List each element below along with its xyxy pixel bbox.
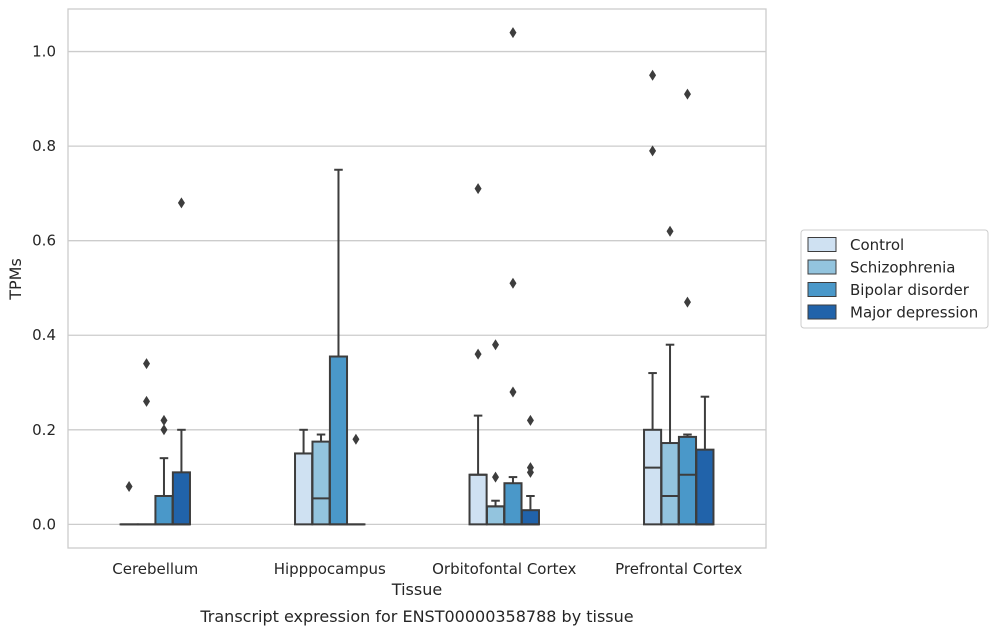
x-tick-label: Hipppocampus bbox=[274, 560, 386, 578]
outlier-point bbox=[509, 277, 517, 289]
y-tick-label: 0.2 bbox=[32, 421, 56, 439]
box-body bbox=[643, 428, 663, 526]
outlier-point bbox=[474, 348, 482, 360]
legend-label: Control bbox=[850, 236, 904, 254]
outlier-point bbox=[526, 462, 534, 474]
legend-swatch bbox=[807, 237, 837, 252]
legend-label: Bipolar disorder bbox=[850, 281, 970, 299]
box-2-1 bbox=[485, 339, 506, 526]
outlier-point bbox=[143, 395, 151, 407]
outlier-point bbox=[683, 88, 691, 100]
legend-label: Schizophrenia bbox=[850, 259, 955, 277]
box-3-0 bbox=[643, 69, 663, 526]
outlier-point bbox=[474, 183, 482, 195]
outlier-point bbox=[125, 481, 133, 493]
box-body bbox=[660, 442, 680, 526]
outlier-point bbox=[526, 414, 534, 426]
x-axis-label: Tissue bbox=[391, 580, 442, 599]
y-tick-label: 0.6 bbox=[32, 232, 56, 250]
x-axis-ticks: Cerebellum Hipppocampus Orbitofontal Corte… bbox=[112, 560, 742, 578]
x-tick-label: Prefrontal Cortex bbox=[615, 560, 742, 578]
plot-frame bbox=[67, 8, 767, 549]
legend: Control Schizophrenia Bipolar disorder Majo… bbox=[800, 229, 989, 329]
outlier-point bbox=[492, 339, 500, 351]
legend-frame bbox=[800, 229, 989, 329]
y-tick-label: 0.4 bbox=[32, 326, 56, 344]
box-1-1 bbox=[311, 433, 331, 526]
box-body bbox=[503, 482, 523, 526]
outlier-point bbox=[492, 471, 500, 483]
y-tick-label: 0.0 bbox=[32, 515, 56, 533]
outlier-point bbox=[352, 433, 360, 445]
legend-label: Major depression bbox=[850, 304, 978, 322]
box-2-0 bbox=[468, 183, 488, 526]
box-body bbox=[311, 440, 331, 526]
box-2-3 bbox=[520, 414, 540, 526]
outlier-point bbox=[160, 424, 168, 436]
box-2-2 bbox=[503, 27, 523, 526]
boxes-layer bbox=[119, 27, 715, 526]
outlier-point bbox=[683, 296, 691, 308]
outlier-point bbox=[160, 414, 168, 426]
box-body bbox=[677, 435, 698, 526]
box-body bbox=[171, 471, 191, 526]
box-body bbox=[520, 509, 540, 526]
legend-swatch bbox=[807, 304, 837, 320]
outlier-point bbox=[649, 145, 657, 157]
outlier-point bbox=[509, 386, 517, 398]
box-body bbox=[294, 452, 314, 526]
y-tick-label: 1.0 bbox=[32, 43, 56, 61]
box-body bbox=[468, 473, 488, 526]
box-body bbox=[695, 448, 715, 526]
box-body bbox=[154, 494, 174, 526]
box-0-3 bbox=[171, 197, 191, 526]
box-body bbox=[328, 355, 349, 526]
x-tick-label: Cerebellum bbox=[112, 560, 198, 578]
outlier-point bbox=[177, 197, 185, 209]
outlier-point bbox=[666, 225, 674, 237]
box-3-1 bbox=[660, 225, 680, 526]
outlier-point bbox=[509, 27, 517, 39]
box-1-2 bbox=[328, 168, 349, 526]
y-axis-label: TPMs bbox=[6, 258, 25, 301]
legend-swatch bbox=[807, 259, 837, 275]
box-1-3 bbox=[346, 433, 366, 526]
x-tick-label: Orbitofontal Cortex bbox=[432, 560, 576, 578]
outlier-point bbox=[649, 69, 657, 81]
box-3-3 bbox=[695, 395, 715, 526]
box-body bbox=[485, 505, 506, 526]
y-tick-label: 0.8 bbox=[32, 137, 56, 155]
outlier-point bbox=[143, 358, 151, 370]
legend-swatch bbox=[807, 282, 837, 297]
y-axis-ticks: 0.0 0.2 0.4 0.6 0.8 1.0 bbox=[32, 43, 56, 534]
chart-caption: Transcript expression for ENST0000035878… bbox=[199, 607, 633, 626]
